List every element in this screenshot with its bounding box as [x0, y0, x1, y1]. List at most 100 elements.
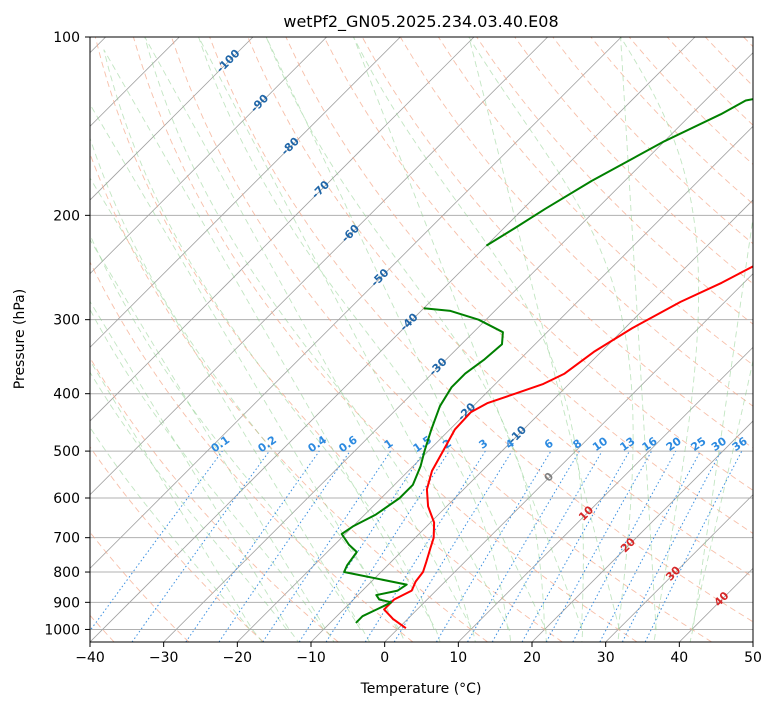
dry-adiabat [285, 37, 753, 535]
isotherm-line [90, 37, 475, 422]
mixing-ratio-line [90, 450, 223, 632]
dry-adiabat [323, 37, 753, 491]
dry-adiabat [666, 37, 753, 126]
isotherm-line [605, 494, 753, 642]
profile-series-line-0 [383, 265, 753, 630]
isotherm-line [384, 273, 753, 642]
x-tick-label: 30 [597, 650, 615, 666]
isotherm-line [310, 199, 753, 642]
mixing-ratio-line [131, 450, 270, 642]
mixing-ratio-line [298, 450, 425, 642]
moist-adiabat [90, 177, 370, 642]
moist-adiabat [620, 37, 700, 642]
isotherm-line [90, 37, 254, 201]
x-tick-label: 20 [523, 650, 541, 666]
y-tick-label: 1000 [44, 622, 80, 638]
x-axis-label: Temperature (°C) [360, 681, 482, 697]
isotherm-label: 10 [576, 503, 596, 523]
dry-adiabat [90, 356, 339, 642]
mixing-ratio-line [599, 450, 701, 642]
dry-adiabat [132, 37, 638, 642]
isotherm-line [163, 52, 753, 642]
dry-adiabat [590, 37, 753, 205]
moist-adiabat [689, 215, 753, 642]
dry-adiabat [90, 261, 414, 642]
moist-adiabat [90, 103, 406, 642]
chart-title: wetPf2_GN05.2025.234.03.40.E08 [283, 12, 558, 32]
moist-adiabat [468, 37, 634, 642]
isotherm-line [90, 37, 622, 569]
y-tick-label: 400 [53, 387, 80, 403]
mixing-ratio-label: 0.4 [306, 433, 330, 455]
moist-adiabat [144, 37, 476, 642]
dry-adiabat [94, 37, 563, 642]
profile-series [340, 98, 753, 630]
isotherm-label: 40 [712, 589, 732, 609]
moist-adiabat [90, 300, 299, 642]
y-axis-label: Pressure (hPa) [12, 289, 28, 389]
y-axis: 100 200 300 400 500 600 700 800 900 1000 [44, 30, 90, 638]
mixing-ratio-line [185, 450, 320, 642]
mixing-ratio-line [572, 450, 677, 642]
mixing-ratio-label: 3 [477, 437, 491, 452]
x-tick-label: −40 [75, 650, 105, 666]
y-tick-label: 700 [53, 531, 80, 547]
isotherm-line [90, 37, 696, 642]
dry-adiabat [514, 37, 753, 285]
isotherm-line [752, 641, 753, 642]
mixing-ratio-line [325, 450, 450, 642]
dry-adiabat [438, 37, 753, 366]
mixing-ratio-line [521, 450, 630, 642]
isotherm-label: -70 [309, 178, 332, 201]
mixing-ratio-line [545, 450, 653, 642]
dry-adiabat [209, 37, 753, 623]
x-tick-label: −20 [223, 650, 253, 666]
isotherm-line [90, 37, 548, 496]
plot-frame [89, 36, 754, 643]
dry-adiabat [90, 152, 488, 642]
mixing-ratio-line [218, 450, 351, 642]
isotherm-label: -80 [279, 134, 302, 157]
isotherm-line [237, 125, 753, 642]
isotherm-label: -100 [214, 47, 243, 76]
profile-series-line-2 [485, 98, 753, 247]
isotherm-line [90, 37, 327, 275]
moist-adiabat [90, 238, 335, 642]
y-tick-label: 100 [53, 30, 80, 46]
moist-adiabat [198, 37, 512, 642]
mixing-ratio-label: 6 [542, 437, 556, 452]
dry-adiabat [743, 37, 753, 48]
x-tick-label: −30 [149, 650, 179, 666]
mixing-ratio-line [393, 450, 513, 642]
isotherm-label: -50 [368, 266, 391, 289]
moist-adiabat [265, 37, 547, 642]
x-axis: −40 −30 −20 −10 0 10 20 30 40 50 [75, 642, 762, 666]
y-tick-label: 600 [53, 491, 80, 507]
isotherm-line [531, 420, 753, 642]
y-tick-label: 500 [53, 444, 80, 460]
mixing-ratio-line [262, 450, 392, 642]
isotherm-label: -40 [397, 310, 420, 333]
y-tick-label: 200 [53, 208, 80, 224]
background-lines [90, 37, 753, 642]
x-tick-label: 40 [670, 650, 688, 666]
mixing-ratio-line [644, 450, 743, 642]
isotherm-label: -20 [455, 400, 478, 423]
isotherm-line [458, 346, 753, 642]
isotherm-label: -60 [339, 222, 362, 245]
dry-adiabat [476, 37, 753, 325]
dry-adiabat [90, 531, 190, 642]
dry-adiabat [247, 37, 753, 578]
mixing-ratio-label: 0.6 [336, 433, 360, 455]
isotherm-line [90, 37, 401, 348]
dry-adiabat [704, 37, 753, 87]
moist-adiabat [103, 49, 441, 642]
dry-adiabat [90, 446, 264, 642]
profile-series-line-1 [340, 307, 504, 624]
moist-adiabat [353, 37, 584, 642]
x-tick-label: 0 [380, 650, 389, 666]
mixing-ratio-label: 1.5 [411, 433, 434, 455]
moist-adiabat [90, 359, 263, 642]
x-tick-label: 10 [449, 650, 467, 666]
